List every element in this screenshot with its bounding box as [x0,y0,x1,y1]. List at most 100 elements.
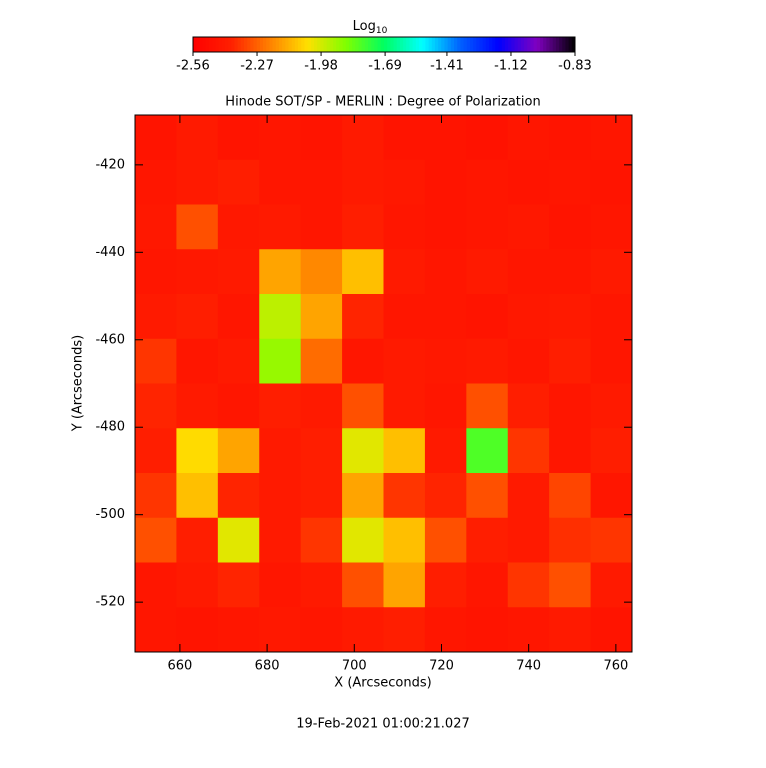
colorbar-segment [212,37,216,52]
colorbar-segment [517,37,522,52]
heatmap-cell [383,294,426,340]
heatmap-cell [342,115,384,161]
colorbar-segment [285,37,289,52]
heatmap-cell [342,249,384,295]
colorbar-segment [243,37,248,52]
colorbar-segment [441,37,445,52]
colorbar-segment [326,37,331,52]
x-tick-label: 740 [516,659,541,674]
heatmap-cell [466,607,509,653]
heatmap-cell [466,249,509,295]
colorbar-segment [317,37,321,52]
heatmap-cell [217,428,260,474]
colorbar-segment [520,37,525,52]
heatmap-cell [176,249,219,295]
colorbar-segment [489,37,493,52]
heatmap-cell [176,562,219,608]
colorbar-segment [355,37,360,52]
heatmap-cell [590,607,633,653]
heatmap-cell [549,159,592,205]
heatmap-cell [259,428,302,474]
colorbar-segment [419,37,423,52]
colorbar-segment [199,37,204,52]
heatmap-cell [590,428,633,474]
y-tick-label: -480 [95,420,125,435]
colorbar-segment [482,37,487,52]
colorbar-segment [301,37,305,52]
colorbar-segment [259,37,264,52]
colorbar-segment [304,37,309,52]
x-tick-label: 700 [342,659,367,674]
heatmap-cell [549,249,592,295]
heatmap-cell [300,249,343,295]
heatmap-cell [176,383,219,429]
heatmap-cell [300,473,343,519]
heatmap-cell [466,159,509,205]
heatmap-cell [300,383,343,429]
colorbar-segment [562,37,566,52]
heatmap-cell [424,607,467,653]
colorbar-segment [498,37,503,52]
colorbar-segment [205,37,210,52]
heatmap-cell [217,294,260,340]
heatmap-cell [176,204,219,250]
colorbar-label-base: Log [353,19,376,34]
heatmap-cell [259,338,302,384]
y-tick-label: -460 [95,332,125,347]
heatmap-cell [383,338,426,384]
colorbar-segment [387,37,391,52]
heatmap-cell [424,428,467,474]
heatmap-cell [342,607,384,653]
heatmap-cell [342,338,384,384]
colorbar-segment [329,37,334,52]
heatmap-cell [300,159,343,205]
heatmap-cell [590,294,633,340]
colorbar-segment [275,37,280,52]
colorbar-label: Log10 [353,19,388,36]
heatmap-cell [424,383,467,429]
colorbar-segment [546,37,551,52]
heatmap-cell [135,473,177,519]
heatmap-cell [176,338,219,384]
heatmap-cell [217,517,260,563]
heatmap-cell [466,428,509,474]
heatmap-cell [424,204,467,250]
heatmap-cell [135,159,177,205]
colorbar-segment [237,37,242,52]
heatmap-cell [549,428,592,474]
heatmap-cell [259,473,302,519]
heatmap-cell [259,249,302,295]
heatmap-cell [300,562,343,608]
colorbar-segment [438,37,442,52]
colorbar-segment [460,37,465,52]
heatmap-cell [342,517,384,563]
colorbar-segment [473,37,477,52]
colorbar-segment [224,37,229,52]
colorbar-segment [508,37,512,52]
colorbar-segment [514,37,519,52]
heatmap-cell [383,473,426,519]
colorbar-segment [374,37,379,52]
heatmap-cell [259,607,302,653]
x-tick-label: 680 [255,659,280,674]
colorbar-tick-label: -1.69 [368,59,402,74]
heatmap-cell [259,517,302,563]
colorbar-segment [371,37,375,52]
heatmap-cell [176,294,219,340]
heatmap-cell [135,517,177,563]
x-tick-label: 720 [429,659,454,674]
colorbar-segment [228,37,232,52]
colorbar-segment [412,37,417,52]
heatmap-cell [342,383,384,429]
heatmap-cell [507,249,550,295]
colorbar-segment [543,37,547,52]
heatmap-cell [217,115,260,161]
colorbar-segment [434,37,439,52]
heatmap-cell [507,294,550,340]
heatmap-cell [507,204,550,250]
colorbar-segment [485,37,490,52]
heatmap-cell [300,204,343,250]
heatmap-cell [259,383,302,429]
heatmap-cell [300,428,343,474]
colorbar-segment [568,37,573,52]
